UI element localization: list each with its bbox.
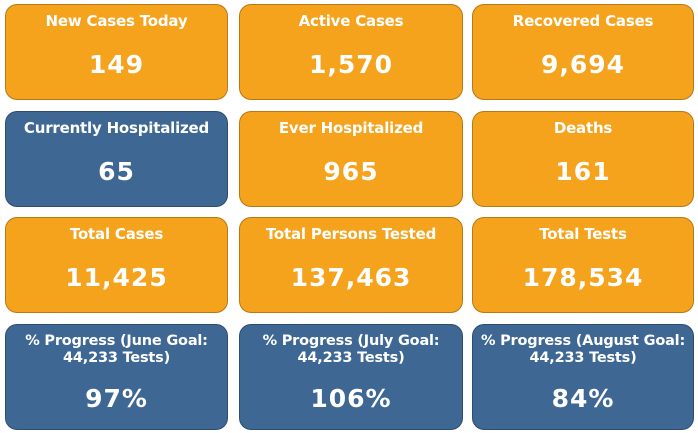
card-label: Total Persons Tested xyxy=(265,225,437,243)
card-total-cases: Total Cases 11,425 xyxy=(5,217,228,313)
card-value: 106% xyxy=(310,384,392,413)
card-value: 84% xyxy=(551,384,615,413)
card-label: Recovered Cases xyxy=(512,12,654,30)
card-value: 965 xyxy=(323,157,379,186)
card-value: 65 xyxy=(98,157,135,186)
card-ever-hospitalized: Ever Hospitalized 965 xyxy=(239,111,463,207)
card-value: 97% xyxy=(85,384,148,413)
card-progress-july: % Progress (July Goal: 44,233 Tests) 106… xyxy=(239,324,463,430)
card-value: 137,463 xyxy=(290,263,412,292)
card-active-cases: Active Cases 1,570 xyxy=(239,4,463,100)
card-label: % Progress (August Goal: 44,233 Tests) xyxy=(480,333,686,366)
card-deaths: Deaths 161 xyxy=(472,111,694,207)
card-currently-hospitalized: Currently Hospitalized 65 xyxy=(5,111,228,207)
card-label: Active Cases xyxy=(298,12,404,30)
card-new-cases-today: New Cases Today 149 xyxy=(5,4,228,100)
card-label: % Progress (July Goal: 44,233 Tests) xyxy=(262,333,440,366)
card-recovered-cases: Recovered Cases 9,694 xyxy=(472,4,694,100)
card-label: New Cases Today xyxy=(45,12,188,30)
card-total-persons-tested: Total Persons Tested 137,463 xyxy=(239,217,463,313)
card-label: Deaths xyxy=(553,119,613,137)
card-total-tests: Total Tests 178,534 xyxy=(472,217,694,313)
card-progress-june: % Progress (June Goal: 44,233 Tests) 97% xyxy=(5,324,228,430)
card-label: Total Cases xyxy=(69,225,164,243)
card-label: Currently Hospitalized xyxy=(23,119,210,137)
card-value: 11,425 xyxy=(65,263,168,292)
card-value: 9,694 xyxy=(540,50,626,79)
card-value: 161 xyxy=(555,157,611,186)
card-value: 178,534 xyxy=(522,263,644,292)
card-value: 149 xyxy=(88,50,145,79)
card-label: Total Tests xyxy=(539,225,627,243)
card-label: Ever Hospitalized xyxy=(278,119,424,137)
card-label: % Progress (June Goal: 44,233 Tests) xyxy=(25,333,208,366)
card-progress-august: % Progress (August Goal: 44,233 Tests) 8… xyxy=(472,324,694,430)
card-value: 1,570 xyxy=(308,50,394,79)
